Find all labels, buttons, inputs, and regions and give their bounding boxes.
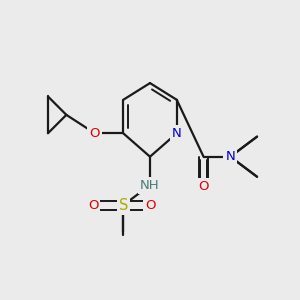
Text: O: O [88,199,98,212]
Text: O: O [145,199,155,212]
Text: NH: NH [140,178,160,192]
Text: N: N [172,127,182,140]
Text: N: N [225,150,235,163]
Text: S: S [118,198,128,213]
Text: O: O [89,127,100,140]
Text: O: O [198,180,209,193]
